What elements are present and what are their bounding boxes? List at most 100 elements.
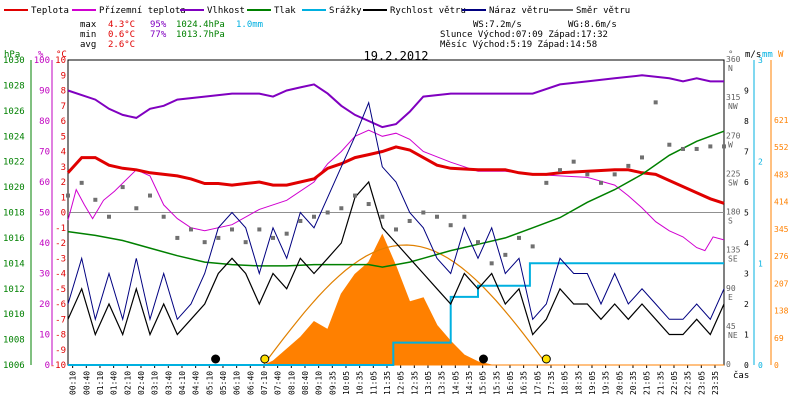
x-tick-label: 05:10	[205, 371, 214, 395]
axis-unit-percent: %	[38, 50, 44, 60]
tick-label-celsius: 6	[61, 117, 66, 127]
tick-label-hpa: 1006	[3, 361, 25, 371]
wind-direction-point	[462, 214, 467, 219]
tick-label-hpa: 1020	[3, 183, 25, 193]
x-tick-label: 23:05	[697, 371, 706, 395]
x-tick-label: 15:35	[492, 371, 501, 395]
x-tick-label: 09:35	[328, 371, 337, 395]
tick-label-celsius: -5	[55, 285, 66, 295]
tick-label-hpa: 1026	[3, 107, 25, 117]
wind-direction-point	[626, 163, 631, 168]
x-tick-label: 20:05	[615, 371, 624, 395]
tick-label-watts: 621	[774, 116, 789, 125]
wind-direction-point	[571, 159, 576, 164]
tick-label-mm: 0	[758, 361, 763, 370]
wind-direction-point	[653, 100, 658, 105]
tick-label-degrees: 0	[726, 360, 731, 369]
tick-label-percent: 80	[39, 117, 50, 127]
wind-direction-point	[599, 180, 603, 185]
tick-label-degrees: 360	[726, 55, 741, 64]
axis-unit-mm: mm	[762, 50, 773, 60]
wind-direction-point	[189, 227, 193, 232]
tick-label-celsius: -6	[55, 300, 66, 310]
x-tick-label: 00:40	[82, 371, 91, 395]
wind-direction-point	[530, 244, 535, 249]
moon-marker	[211, 354, 221, 364]
wind-direction-point	[558, 168, 562, 173]
x-tick-label: 06:10	[233, 371, 242, 395]
tick-label-direction: N	[728, 64, 733, 73]
x-tick-label: 11:35	[383, 371, 392, 395]
legend-label: Rychlost větru	[390, 6, 466, 16]
tick-label-ms: 2	[744, 300, 749, 309]
x-tick-label: 11:05	[369, 371, 378, 395]
wind-direction-point	[216, 235, 221, 240]
wind-direction-point	[298, 218, 303, 223]
wind-direction-point	[394, 227, 398, 232]
wind-direction-point	[243, 240, 248, 245]
x-tick-label: 00:10	[69, 371, 78, 395]
x-tick-label: 06:40	[246, 371, 255, 395]
wind-direction-point	[120, 185, 125, 190]
solar-area	[68, 233, 724, 366]
x-axis-label: čas	[733, 370, 749, 381]
axis-unit-celsius: °C	[56, 50, 67, 60]
stat-label: max	[80, 20, 97, 30]
wind-direction-point	[284, 231, 289, 236]
x-tick-label: 14:35	[465, 371, 474, 395]
x-tick-label: 19:35	[602, 371, 611, 395]
tick-label-direction: NE	[728, 331, 738, 340]
tick-label-celsius: -7	[55, 315, 66, 325]
x-tick-label: 17:35	[547, 371, 556, 395]
sun-marker	[260, 354, 270, 364]
wind-gust-line	[67, 101, 725, 322]
x-tick-label: 07:10	[260, 371, 269, 395]
x-tick-label: 03:10	[151, 371, 160, 395]
wind-direction-point	[93, 197, 98, 202]
wind-direction-point	[517, 235, 521, 240]
legend-label: Směr větru	[576, 6, 630, 16]
x-tick-label: 09:10	[315, 371, 324, 395]
wind-direction-point	[257, 227, 262, 232]
wind-direction-point	[448, 223, 453, 228]
tick-label-ms: 9	[744, 87, 749, 96]
tick-label-celsius: -2	[55, 239, 66, 249]
tick-label-watts: 483	[774, 170, 789, 179]
x-tick-label: 05:40	[219, 371, 228, 395]
wind-direction-point	[325, 210, 330, 215]
tick-label-percent: 10	[39, 331, 50, 341]
tick-label-ms: 4	[744, 239, 749, 248]
tick-label-hpa: 1016	[3, 234, 25, 244]
axis-unit-watts: W	[778, 50, 784, 60]
tick-label-celsius: -10	[50, 361, 66, 371]
stat-value: 1.0mm	[236, 20, 263, 30]
tick-label-hpa: 1014	[3, 259, 25, 269]
tick-label-hpa: 1022	[3, 158, 25, 168]
tick-label-hpa: 1012	[3, 285, 25, 295]
wind-direction-point	[503, 252, 508, 257]
tick-label-mm: 1	[758, 259, 763, 268]
tick-label-percent: 90	[39, 87, 50, 97]
x-tick-label: 19:05	[588, 371, 597, 395]
tick-label-percent: 30	[39, 270, 50, 280]
sun-info: Slunce Východ:07:09 Západ:17:32	[440, 30, 608, 40]
tick-label-celsius: -3	[55, 254, 66, 264]
tick-label-ms: 8	[744, 117, 749, 126]
x-tick-label: 12:35	[410, 371, 419, 395]
stat-value: 0.6°C	[108, 30, 135, 40]
temperature-line	[66, 145, 725, 205]
wind-direction-point	[339, 206, 344, 211]
axis-unit-hpa: hPa	[4, 50, 20, 60]
tick-label-hpa: 1018	[3, 209, 25, 219]
x-tick-label: 16:35	[520, 371, 529, 395]
tick-label-hpa: 1008	[3, 336, 25, 346]
tick-label-percent: 50	[39, 209, 50, 219]
tick-label-watts: 345	[774, 225, 789, 234]
tick-label-degrees: 225	[726, 169, 741, 178]
x-tick-label: 04:10	[178, 371, 187, 395]
tick-label-direction: W	[728, 140, 733, 149]
x-tick-label: 03:40	[164, 371, 173, 395]
tick-label-celsius: 9	[61, 71, 66, 81]
x-tick-label: 01:40	[110, 371, 119, 395]
